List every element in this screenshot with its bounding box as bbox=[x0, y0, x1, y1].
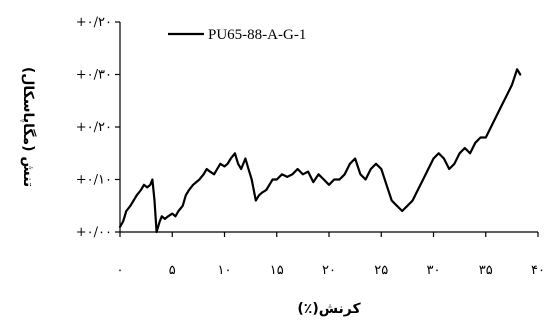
x-tick-label: ۲۵ bbox=[374, 263, 388, 278]
y-tick-label: +۰/۲۰ bbox=[76, 120, 112, 135]
y-ticks: +۰/۰۰ +۰/۱۰ +۰/۲۰ +۰/۳۰ +۰/۲۰ bbox=[76, 15, 120, 240]
x-tick-label: ۵ bbox=[169, 263, 176, 278]
series-line-0 bbox=[118, 68, 522, 234]
x-tick-label: ۲۰ bbox=[322, 263, 336, 278]
y-tick-label: +۰/۳۰ bbox=[76, 68, 112, 83]
axes bbox=[119, 22, 538, 233]
legend-label: PU65-88-A-G-1 bbox=[208, 27, 306, 43]
y-tick-label: +۰/۱۰ bbox=[76, 173, 112, 188]
x-ticks: ۰ ۵ ۱۰ ۱۵ ۲۰ ۲۵ ۳۰ ۳۵ ۴۰ bbox=[117, 232, 545, 278]
y-tick-label: +۰/۰۰ bbox=[76, 225, 112, 240]
y-axis-label: تنش (مگاپاسکال) bbox=[20, 67, 37, 187]
legend: PU65-88-A-G-1 bbox=[168, 27, 306, 43]
x-tick-label: ۰ bbox=[117, 263, 124, 278]
x-axis-label: کرنش(٪) bbox=[297, 301, 361, 317]
x-tick-label: ۳۰ bbox=[427, 263, 441, 278]
x-tick-label: ۱۵ bbox=[270, 263, 284, 278]
series-layer bbox=[118, 68, 522, 234]
y-tick-label: +۰/۲۰ bbox=[76, 15, 112, 30]
x-tick-label: ۴۰ bbox=[531, 263, 545, 278]
x-tick-label: ۳۵ bbox=[479, 263, 493, 278]
x-tick-label: ۱۰ bbox=[218, 263, 232, 278]
